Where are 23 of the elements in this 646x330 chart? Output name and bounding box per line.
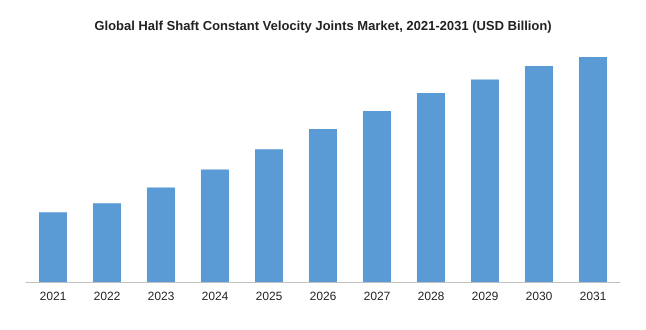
bar [146,188,176,282]
x-tick-label: 2021 [40,289,67,303]
x-tick-label: 2030 [526,289,553,303]
bar [362,111,392,282]
bar [524,66,554,282]
x-tick-label: 2022 [94,289,121,303]
x-tick-label: 2031 [580,289,607,303]
bar [470,80,500,282]
x-tick-label: 2024 [202,289,229,303]
bar [254,149,284,282]
x-tick-label: 2029 [472,289,499,303]
x-tick-label: 2026 [310,289,337,303]
bar [578,57,608,282]
x-tick-label: 2027 [364,289,391,303]
chart-title: Global Half Shaft Constant Velocity Joints Market, 2021-2031 (USD Billion) [94,18,552,33]
x-tick-label: 2025 [256,289,283,303]
bar [38,212,68,282]
bar [416,93,446,282]
bar [200,170,230,282]
x-tick-label: 2028 [418,289,445,303]
x-tick-label: 2023 [148,289,175,303]
bar [308,129,338,282]
bar [92,203,122,282]
